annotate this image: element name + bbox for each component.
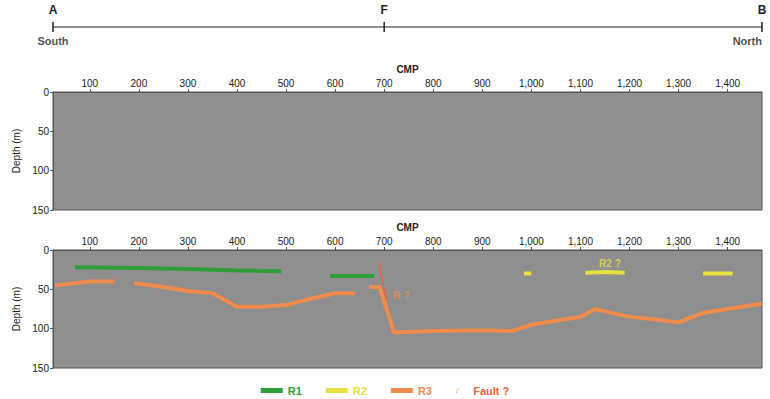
svg-text:150: 150 xyxy=(32,205,49,216)
svg-text:600: 600 xyxy=(327,78,344,89)
svg-text:R3: R3 xyxy=(418,385,432,397)
svg-text:R2 ?: R2 ? xyxy=(599,258,621,269)
svg-text:500: 500 xyxy=(278,78,295,89)
svg-text:F: F xyxy=(381,3,388,17)
svg-text:R ?: R ? xyxy=(393,290,409,301)
svg-text:1,200: 1,200 xyxy=(617,78,642,89)
svg-text:100: 100 xyxy=(32,323,49,334)
svg-text:1,400: 1,400 xyxy=(715,236,740,247)
svg-text:700: 700 xyxy=(376,236,393,247)
svg-text:R2: R2 xyxy=(353,385,367,397)
svg-text:Fault ?: Fault ? xyxy=(473,385,509,397)
svg-text:CMP: CMP xyxy=(396,222,419,233)
svg-text:1,000: 1,000 xyxy=(519,78,544,89)
svg-text:North: North xyxy=(733,35,763,47)
svg-text:1,300: 1,300 xyxy=(666,236,691,247)
svg-text:100: 100 xyxy=(81,236,98,247)
svg-text:1,100: 1,100 xyxy=(568,78,593,89)
svg-text:50: 50 xyxy=(38,284,50,295)
svg-text:R1: R1 xyxy=(288,385,302,397)
svg-text:A: A xyxy=(49,3,58,17)
svg-text:600: 600 xyxy=(327,236,344,247)
svg-text:Depth (m): Depth (m) xyxy=(11,129,22,173)
svg-text:1,300: 1,300 xyxy=(666,78,691,89)
svg-text:300: 300 xyxy=(180,78,197,89)
svg-text:1,200: 1,200 xyxy=(617,236,642,247)
svg-text:150: 150 xyxy=(32,363,49,374)
svg-text:900: 900 xyxy=(474,236,491,247)
svg-text:900: 900 xyxy=(474,78,491,89)
svg-text:800: 800 xyxy=(425,236,442,247)
svg-text:0: 0 xyxy=(43,87,49,98)
svg-text:South: South xyxy=(37,35,68,47)
svg-text:1,100: 1,100 xyxy=(568,236,593,247)
svg-text:700: 700 xyxy=(376,78,393,89)
svg-text:100: 100 xyxy=(81,78,98,89)
svg-text:200: 200 xyxy=(131,78,148,89)
svg-text:1,400: 1,400 xyxy=(715,78,740,89)
svg-text:1,000: 1,000 xyxy=(519,236,544,247)
svg-text:CMP: CMP xyxy=(396,64,419,75)
svg-text:Depth (m): Depth (m) xyxy=(11,287,22,331)
svg-text:400: 400 xyxy=(229,78,246,89)
svg-text:0: 0 xyxy=(43,245,49,256)
svg-text:400: 400 xyxy=(229,236,246,247)
svg-text:50: 50 xyxy=(38,126,50,137)
svg-text:B: B xyxy=(758,3,767,17)
svg-text:500: 500 xyxy=(278,236,295,247)
svg-text:800: 800 xyxy=(425,78,442,89)
svg-text:200: 200 xyxy=(131,236,148,247)
svg-text:300: 300 xyxy=(180,236,197,247)
svg-text:100: 100 xyxy=(32,165,49,176)
